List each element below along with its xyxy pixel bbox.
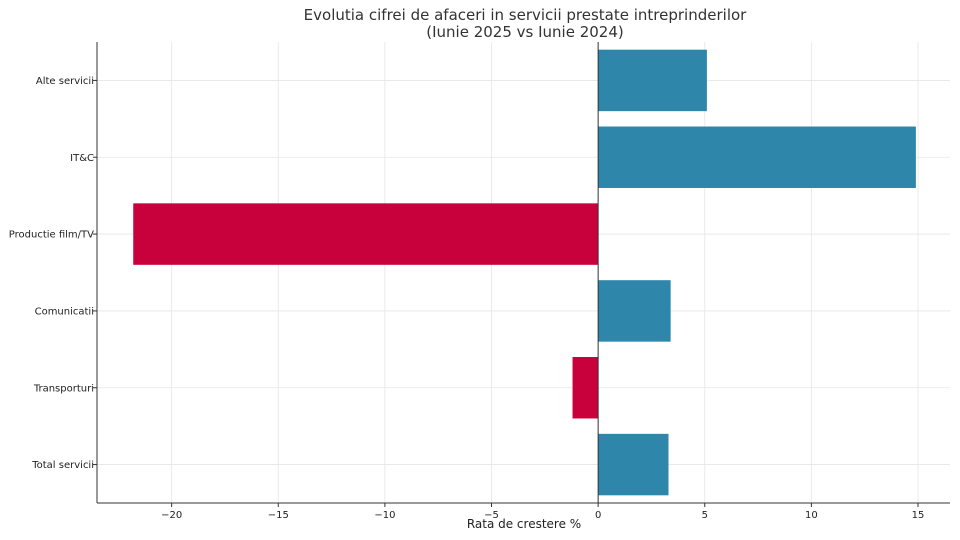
x-tick-label: −20 [161,510,182,521]
bar-comunicatii [598,280,671,342]
x-ticks: −20 −15 −10 −5 0 5 10 15 [161,503,924,521]
y-tick-label: Total servicii [31,460,94,471]
chart-title-line-2: (Iunie 2025 vs Iunie 2024) [426,23,623,41]
x-axis-label: Rata de crestere % [467,517,581,531]
y-tick-label: Alte servicii [36,76,94,87]
bar-it-c [598,126,916,188]
y-tick-label: IT&C [70,153,94,164]
x-tick-label: −15 [268,510,289,521]
bar-total-servicii [598,433,669,496]
y-tick-label: Transporturi [33,383,94,394]
y-ticks: Total servicii Transporturi Comunicatii Pro… [9,76,97,471]
grid [97,42,950,503]
x-tick-label: 0 [595,510,601,521]
x-tick-label: 5 [702,510,708,521]
y-tick-label: Productie film/TV [9,230,94,241]
bar-transporturi [572,357,599,419]
y-tick-label: Comunicatii [35,306,94,317]
axes [96,42,950,504]
x-tick-label: 15 [912,510,925,521]
x-tick-label: 10 [805,510,818,521]
chart-title-line-1: Evolutia cifrei de afaceri in servicii p… [304,6,747,24]
bars [133,42,916,503]
x-tick-label: −10 [374,510,395,521]
bar-alte-servicii [598,49,707,112]
x-tick-label: −5 [484,510,499,521]
bar-productie-film-tv [133,203,599,265]
